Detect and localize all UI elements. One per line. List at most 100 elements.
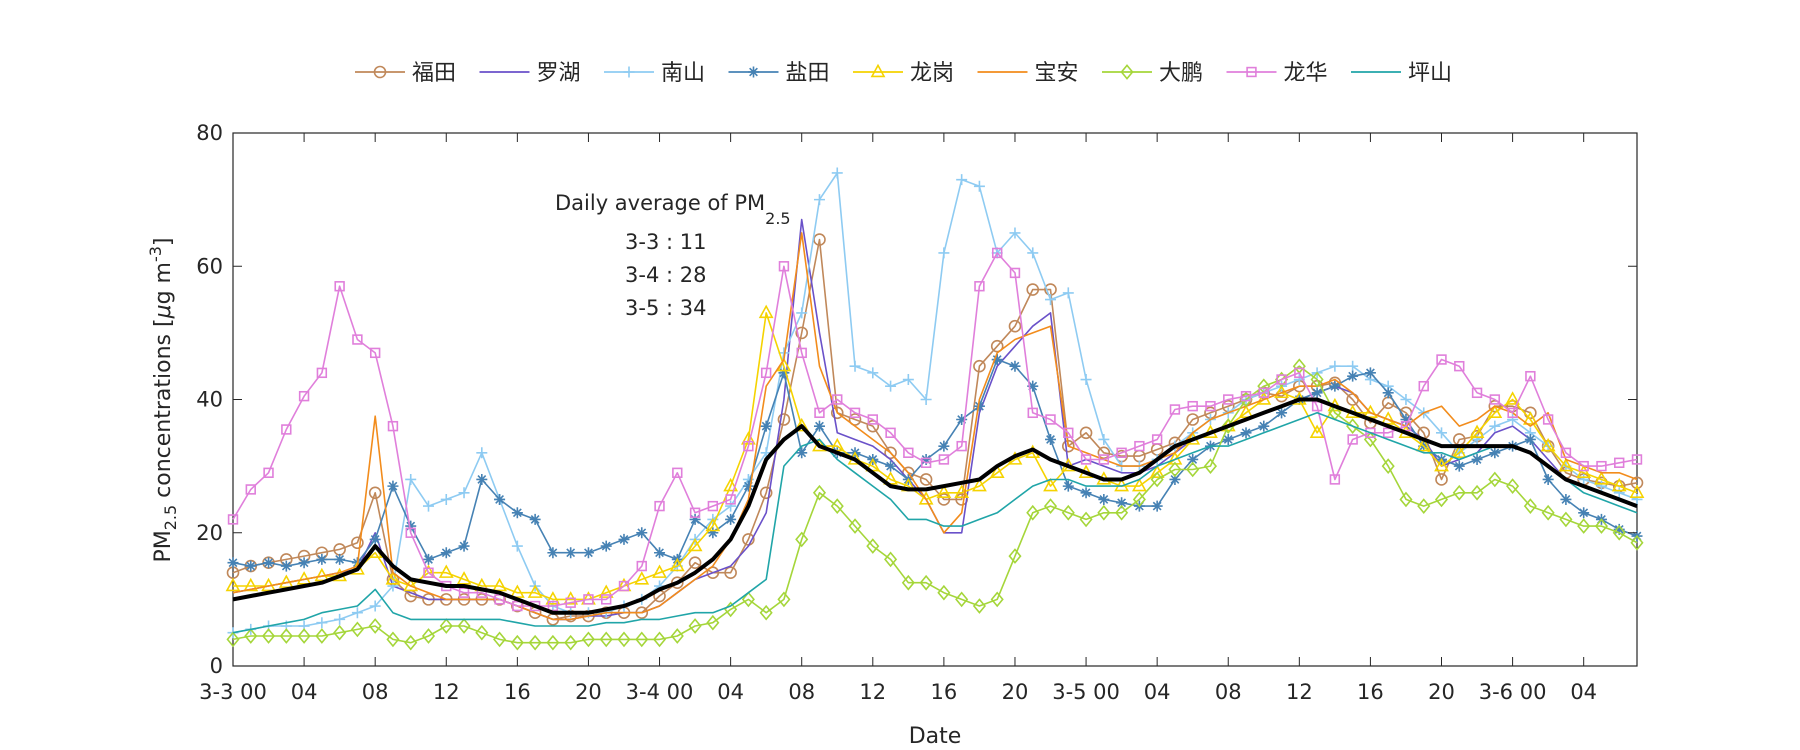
data-point [598, 584, 614, 598]
x-tick-label: 04 [1570, 680, 1597, 704]
data-point [1027, 380, 1039, 392]
data-point [1452, 484, 1466, 501]
data-point [635, 631, 649, 648]
data-point [1347, 370, 1359, 382]
data-point [706, 614, 720, 631]
x-tick-label: 12 [1286, 680, 1313, 704]
data-point [457, 618, 471, 634]
data-point [403, 577, 419, 592]
legend-label: 坪山 [1408, 61, 1452, 86]
data-point [884, 446, 897, 460]
data-point [1578, 460, 1589, 472]
data-point [795, 326, 809, 340]
data-point [689, 507, 701, 518]
data-point [243, 577, 259, 592]
data-point [1365, 427, 1376, 439]
x-tick-label: 20 [1428, 680, 1455, 704]
data-point [689, 513, 701, 525]
data-point [1276, 407, 1288, 419]
data-point [1418, 380, 1429, 392]
data-point [1098, 493, 1110, 505]
data-point [990, 339, 1004, 353]
data-point [1471, 453, 1483, 465]
data-point [742, 480, 754, 492]
data-point [618, 533, 630, 545]
data-point [1630, 476, 1644, 490]
data-point [706, 566, 720, 580]
data-point [920, 457, 932, 468]
data-point [1045, 414, 1056, 425]
data-point [1223, 394, 1234, 405]
data-point [387, 420, 399, 432]
data-point [972, 477, 987, 492]
data-point [1187, 453, 1199, 465]
data-point [901, 574, 915, 591]
data-point [903, 447, 914, 458]
data-point [1240, 390, 1252, 402]
data-point [316, 617, 328, 629]
data-point [652, 564, 667, 578]
data-point [688, 618, 702, 634]
data-point [492, 577, 507, 592]
data-point [1079, 511, 1093, 528]
data-point [636, 527, 648, 539]
data-point [1451, 444, 1467, 458]
data-point [1363, 404, 1378, 419]
data-point [227, 514, 239, 525]
data-point [1488, 471, 1502, 488]
series-龙华 [227, 247, 1643, 612]
data-point [1009, 267, 1021, 279]
data-point [456, 571, 472, 585]
x-tick-label: 16 [931, 680, 958, 704]
data-point [743, 440, 754, 452]
data-point [1186, 413, 1199, 426]
data-point [989, 464, 1005, 478]
data-point [316, 553, 328, 565]
x-tick-label: 3-4 00 [626, 680, 694, 704]
data-point [848, 518, 862, 534]
y-tick-label: 80 [196, 121, 223, 145]
data-point [832, 394, 843, 405]
data-point [369, 600, 381, 612]
data-point [796, 347, 807, 359]
data-point [547, 547, 559, 559]
data-point [1577, 518, 1591, 534]
data-point [1203, 458, 1218, 474]
data-point [1151, 434, 1163, 445]
data-point [1540, 437, 1556, 452]
data-point [1523, 498, 1537, 514]
data-point [1489, 447, 1501, 459]
data-point [1045, 433, 1057, 445]
data-point [1614, 457, 1625, 468]
data-point [956, 174, 968, 186]
data-point [866, 419, 880, 433]
data-point [422, 553, 434, 565]
data-point [1382, 427, 1394, 439]
data-point [1399, 491, 1413, 508]
data-point [510, 634, 524, 651]
series-line [232, 397, 1638, 615]
data-point [992, 247, 1003, 259]
data-point [617, 631, 631, 648]
x-tick-label: 20 [1002, 680, 1029, 704]
data-point [884, 551, 898, 568]
annotation-title: Daily average of PM2.5 [555, 191, 791, 228]
data-point [760, 367, 772, 379]
data-point [1294, 367, 1305, 379]
data-point [848, 413, 862, 426]
data-point [1542, 473, 1554, 485]
data-point [438, 564, 454, 578]
data-point [421, 628, 436, 644]
x-tick-label: 04 [1144, 680, 1171, 704]
data-point [601, 594, 612, 605]
data-point [830, 406, 844, 420]
data-point [813, 420, 825, 432]
data-point [1436, 354, 1447, 365]
data-point [440, 493, 452, 505]
legend-marker [1120, 64, 1134, 80]
data-point [705, 517, 721, 532]
series-坪山 [232, 411, 1638, 634]
data-point [1116, 497, 1128, 509]
data-point [298, 557, 310, 569]
data-point [867, 414, 878, 425]
